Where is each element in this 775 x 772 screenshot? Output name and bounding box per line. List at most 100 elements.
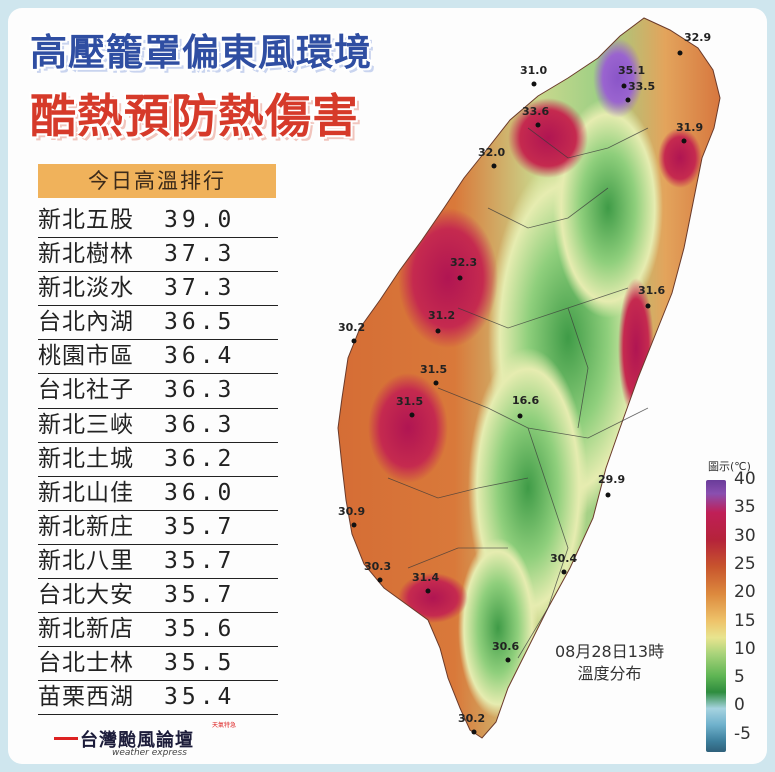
station-dot [425, 588, 431, 594]
station-dot [621, 83, 627, 89]
station-dot [531, 81, 537, 87]
ranking-station-name: 新北三峽 [38, 411, 134, 438]
logo-name: 台灣颱風論壇 [80, 730, 194, 751]
ranking-temperature: 39.0 [164, 207, 236, 233]
legend-title: 圖示(℃) [708, 460, 751, 473]
ranking-row: 新北淡水 37.3 [38, 272, 278, 307]
station-dot [377, 577, 383, 583]
station-temperature-label: 31.5 [396, 395, 423, 408]
station-temperature-label: 32.3 [450, 256, 477, 269]
legend-tick-label: 35 [734, 497, 756, 518]
legend-tick-label: 10 [734, 638, 756, 659]
ranking-row: 新北五股 39.0 [38, 204, 278, 239]
station-temperature-label: 31.9 [676, 121, 703, 134]
legend-tick-label: 0 [734, 695, 745, 716]
ranking-temperature: 35.5 [164, 650, 236, 677]
title-line1: 高壓籠罩偏東風環境 [30, 31, 372, 74]
ranking-row: 台北大安 35.7 [38, 579, 278, 614]
station-temperature-label: 31.2 [428, 309, 455, 322]
county-boundaries [387, 127, 649, 659]
ranking-list: 新北五股 39.0 新北樹林 37.3 新北淡水 37.3 台北內湖 36.5 桃園市區 36.4… [38, 204, 278, 716]
station-temperature-label: 35.1 [618, 64, 645, 77]
ranking-station-name: 桃園市區 [38, 343, 134, 370]
infographic-frame: 高壓籠罩偏東風環境 酷熱預防熱傷害 今日高溫排行 新北五股 39.0 新北樹林 37.… [8, 8, 767, 764]
ranking-temperature: 36.3 [164, 377, 236, 404]
ranking-row: 新北山佳 36.0 [38, 477, 278, 511]
station-temperature-label: 30.6 [492, 640, 519, 653]
station-temperature-label: 32.9 [684, 31, 711, 44]
date-subtitle: 溫度分布 [577, 664, 642, 683]
ranking-station-name: 新北新店 [38, 616, 134, 643]
ranking-temperature: 35.7 [164, 513, 236, 540]
ranking-temperature: 36.4 [164, 343, 236, 370]
ranking-station-name: 台北社子 [38, 377, 134, 404]
station-dot [535, 122, 541, 128]
ranking-station-name: 台北士林 [38, 650, 134, 677]
ranking-station-name: 新北山佳 [38, 479, 134, 506]
ranking-row: 新北新庄 35.7 [38, 511, 278, 545]
station-dot [491, 163, 497, 169]
ranking-temperature: 36.3 [164, 411, 236, 438]
station-temperature-label: 31.4 [412, 571, 439, 584]
legend-tick-label: 25 [734, 553, 756, 574]
station-temperature-label: 30.9 [338, 505, 365, 518]
ranking-row: 台北士林 35.5 [38, 647, 278, 682]
ranking-row: 苗栗西湖 35.4 [38, 681, 278, 716]
station-dot [351, 522, 357, 528]
station-temperature-label: 29.9 [598, 473, 625, 486]
station-dot [677, 50, 683, 56]
station-dot [351, 338, 357, 344]
ranking-temperature: 36.2 [164, 445, 236, 472]
ranking-station-name: 新北樹林 [38, 241, 134, 268]
station-dot [435, 328, 441, 334]
station-dot [517, 413, 523, 419]
ranking-station-name: 新北土城 [38, 445, 134, 472]
station-dot [433, 380, 439, 386]
station-temperature-label: 33.6 [522, 105, 549, 118]
station-temperature-label: 30.2 [458, 712, 485, 725]
legend-tick-label: 5 [734, 667, 745, 688]
ranking-temperature: 35.7 [164, 582, 236, 609]
ranking-station-name: 台北大安 [38, 582, 134, 609]
date-line: 08月28日13時 [555, 642, 665, 661]
ranking-station-name: 新北八里 [38, 547, 134, 574]
station-temperature-label: 33.5 [628, 80, 655, 93]
date-caption: 08月28日13時 溫度分布 [555, 641, 664, 685]
station-markers: 32.9 31.0 35.1 33.5 33.6 31.9 32.0 32.3 31.6 30.2… [338, 31, 711, 735]
ranking-row: 新北土城 36.2 [38, 443, 278, 477]
station-temperature-label: 30.3 [364, 560, 391, 573]
station-dot [505, 657, 511, 663]
ranking-row: 台北內湖 36.5 [38, 306, 278, 341]
taiwan-temperature-map: 32.9 31.0 35.1 33.5 33.6 31.9 32.0 32.3 31.6 30.2… [337, 17, 721, 739]
ranking-row: 新北樹林 37.3 [38, 238, 278, 273]
station-temperature-label: 32.0 [478, 146, 505, 159]
ranking-station-name: 新北五股 [38, 207, 134, 233]
ranking-station-name: 新北淡水 [38, 275, 134, 302]
station-dot [645, 303, 651, 309]
station-dot [471, 729, 477, 735]
ranking-row: 新北八里 35.7 [38, 545, 278, 580]
ranking-temperature: 35.6 [164, 616, 236, 643]
ranking-temperature: 35.4 [164, 684, 236, 711]
logo-tag: 天氣特急 [212, 722, 237, 729]
ranking-temperature: 37.3 [164, 275, 236, 302]
station-temperature-label: 30.2 [338, 321, 365, 334]
station-temperature-label: 31.5 [420, 363, 447, 376]
station-temperature-label: 16.6 [512, 394, 539, 407]
legend-color-bar [706, 480, 726, 752]
ranking-temperature: 36.0 [164, 479, 236, 506]
ranking-temperature: 37.3 [164, 241, 236, 268]
ranking-temperature: 36.5 [164, 309, 236, 336]
legend-tick-label: 20 [734, 582, 756, 603]
station-dot [561, 569, 567, 575]
ranking-row: 桃園市區 36.4 [38, 340, 278, 375]
ranking-header: 今日高溫排行 [38, 164, 276, 198]
ranking-row: 新北新店 35.6 [38, 613, 278, 648]
legend-tick-label: 30 [734, 525, 756, 546]
ranking-station-name: 台北內湖 [38, 309, 134, 336]
station-dot [409, 412, 415, 418]
legend-tick-label: -5 [734, 723, 751, 744]
ranking-station-name: 新北新庄 [38, 513, 134, 540]
legend-tick-label: 15 [734, 610, 756, 631]
title-line2: 酷熱預防熱傷害 [30, 89, 359, 143]
